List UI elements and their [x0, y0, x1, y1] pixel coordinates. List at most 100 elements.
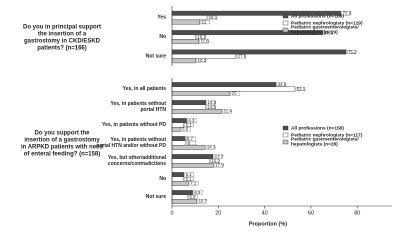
value-label: 10.2	[197, 34, 206, 39]
value-box	[210, 158, 220, 164]
value-box	[193, 190, 203, 195]
value-label: 12	[202, 19, 207, 24]
bar	[171, 90, 231, 96]
value-label: 10.3	[198, 58, 207, 63]
value-label: 17.7	[215, 154, 224, 159]
bar	[171, 198, 197, 204]
legend-label: All professions (n=158)	[291, 125, 344, 131]
bar	[171, 108, 222, 114]
value-box	[206, 104, 216, 110]
value-label: 25	[232, 91, 237, 96]
value-label: 5.1	[186, 122, 193, 127]
category-label: Not sure	[146, 194, 167, 200]
value-box	[184, 122, 194, 128]
category-label: Yes	[157, 15, 166, 21]
value-label: 21.4	[223, 109, 232, 114]
value-box	[199, 39, 210, 44]
value-label: 14.5	[207, 104, 216, 109]
value-label: 6	[188, 140, 191, 145]
value-box	[184, 172, 194, 177]
legend-label: Pediatric nephrologists (n=117)	[291, 132, 363, 138]
value-label: 6.3	[188, 118, 195, 123]
value-label: 10.7	[199, 199, 208, 204]
category-label: Yes, in all patients	[123, 86, 167, 92]
value-box	[206, 100, 216, 105]
value-label: 8.9	[194, 190, 201, 195]
bar	[171, 172, 185, 177]
value-label: 5.7	[187, 136, 194, 141]
value-box	[186, 136, 196, 141]
value-box	[181, 127, 191, 132]
bar	[171, 154, 214, 159]
value-box	[207, 15, 218, 20]
question: Do you support the insertion of a gastros…	[21, 130, 103, 157]
bar	[171, 136, 186, 141]
bar	[171, 162, 214, 168]
bar	[171, 39, 200, 44]
category-label: Yes, in patients without portal HTN and/o…	[96, 137, 166, 149]
legend-swatch	[282, 20, 289, 26]
bar	[171, 140, 187, 146]
value-box	[230, 91, 241, 96]
x-tick-label: 40	[262, 210, 268, 216]
legend-swatch	[282, 27, 289, 33]
legend-label: Pediatric gastroenterologists/hepatologi…	[291, 137, 359, 148]
x-axis-title: Proportion (%)	[249, 221, 287, 227]
value-label: 16.2	[211, 158, 220, 163]
bar	[171, 144, 206, 150]
value-box	[187, 118, 197, 123]
value-box	[186, 140, 197, 146]
value-label: 11.6	[201, 39, 210, 44]
value-label: 53.1	[297, 86, 306, 91]
value-box	[200, 20, 210, 25]
category-label: Yes, but other/additional concerns/contra…	[108, 155, 167, 167]
legend-label: Pediatric nephrologists (n=129)	[291, 20, 363, 26]
bar	[171, 126, 181, 132]
value-label: 5.1	[186, 176, 193, 181]
value-box	[295, 86, 306, 92]
value-box	[236, 54, 247, 59]
value-box	[196, 34, 206, 40]
value-box	[196, 58, 207, 63]
question: Do you in principal support the insertion…	[23, 24, 101, 51]
value-label: 5.1	[186, 172, 193, 177]
category-label: Not sure	[146, 54, 167, 60]
value-box	[213, 154, 224, 159]
value-label: 17.9	[215, 163, 224, 168]
bar	[171, 49, 347, 55]
value-box	[214, 163, 224, 168]
value-label: 15.1	[209, 15, 218, 20]
bar	[171, 104, 206, 110]
legend-swatch	[282, 139, 289, 145]
value-label: 7.1	[190, 181, 197, 186]
bar	[171, 58, 197, 64]
value-label: 14.6	[208, 100, 217, 105]
value-box	[276, 82, 287, 87]
bar	[171, 34, 196, 40]
value-box	[197, 199, 207, 204]
value-box	[205, 145, 216, 150]
legend-swatch	[282, 132, 289, 138]
value-box	[184, 176, 194, 182]
x-tick-label: 60	[308, 210, 314, 216]
bar	[171, 176, 185, 182]
x-tick-label: 20	[215, 210, 221, 216]
legend-swatch	[282, 125, 289, 131]
value-label: 72.9	[343, 11, 352, 16]
category-label: No	[159, 176, 166, 182]
bar	[171, 158, 210, 164]
value-box	[341, 11, 351, 16]
value-label: 44.9	[278, 82, 287, 87]
value-label: 27.6	[238, 54, 247, 59]
legend-label: All professions (n=166)	[291, 13, 344, 19]
legend-swatch	[282, 13, 289, 19]
value-label: 75.2	[348, 49, 357, 54]
x-tick-label: 80	[354, 210, 360, 216]
bar	[171, 194, 188, 200]
value-label: 3.6	[182, 127, 189, 132]
legend-label: Pediatric gastroenterologists/hepatologi…	[291, 25, 359, 36]
value-box	[323, 30, 333, 35]
value-box	[188, 194, 198, 200]
bar	[171, 19, 200, 25]
